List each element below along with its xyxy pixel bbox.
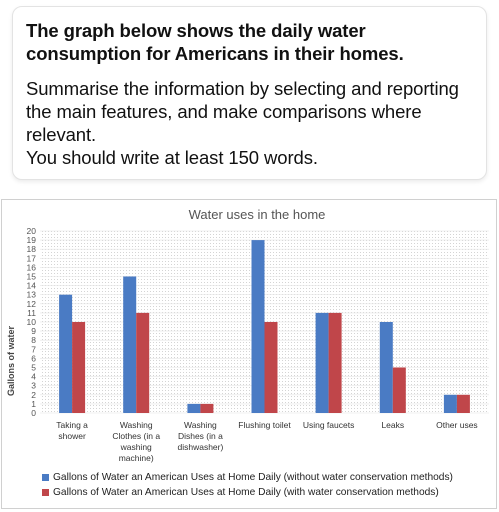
y-axis-label: Gallons of water	[6, 325, 16, 396]
bar-series-1	[59, 294, 73, 413]
instruction-line: Summarise the information by selecting a…	[26, 78, 459, 99]
legend-item: Gallons of Water an American Uses at Hom…	[42, 485, 453, 500]
y-tick-label: 0	[31, 408, 36, 418]
y-tick-label: 5	[31, 363, 36, 373]
bar-series-1	[379, 322, 393, 413]
y-tick-label: 13	[27, 290, 37, 300]
bar-series-1	[443, 394, 457, 413]
legend-label: Gallons of Water an American Uses at Hom…	[53, 472, 453, 483]
bar-series-1	[251, 240, 265, 413]
chart-title: Water uses in the home	[189, 207, 326, 222]
y-tick-label: 16	[27, 262, 37, 272]
task-title: The graph below shows the daily water co…	[26, 20, 404, 64]
instruction-line: relevant.	[26, 124, 97, 145]
legend-swatch-blue	[42, 474, 49, 481]
instruction-line: the main features, and make comparisons …	[26, 101, 422, 122]
chart-container: Water uses in the home Gallons of water …	[1, 199, 497, 509]
x-tick-label: Flushing toilet	[238, 420, 291, 430]
bar-series-1	[315, 312, 329, 413]
x-tick-label: dishwasher)	[177, 442, 223, 452]
legend-label: Gallons of Water an American Uses at Hom…	[53, 487, 439, 498]
y-tick-label: 19	[27, 235, 37, 245]
x-tick-label: shower	[58, 431, 86, 441]
x-tick-label: Clothes (in a	[112, 431, 160, 441]
bar-series-2	[200, 403, 214, 413]
chart-legend: Gallons of Water an American Uses at Hom…	[42, 470, 453, 500]
y-tick-label: 9	[31, 326, 36, 336]
bar-series-2	[264, 322, 278, 413]
x-tick-label: Taking a	[56, 420, 88, 430]
x-tick-label: machine)	[119, 453, 154, 463]
x-tick-label: washing	[120, 442, 152, 452]
y-tick-label: 10	[27, 317, 37, 327]
y-tick-label: 15	[27, 272, 37, 282]
y-tick-label: 12	[27, 299, 37, 309]
task-instructions: Summarise the information by selecting a…	[26, 77, 474, 169]
bar-series-2	[392, 367, 406, 413]
legend-item: Gallons of Water an American Uses at Hom…	[42, 470, 453, 485]
y-tick-label: 1	[31, 399, 36, 409]
bar-series-1	[187, 403, 201, 413]
y-tick-label: 2	[31, 390, 36, 400]
x-tick-label: Using faucets	[303, 420, 355, 430]
y-tick-label: 7	[31, 344, 36, 354]
x-tick-label: Leaks	[381, 420, 404, 430]
x-tick-label: Washing	[184, 420, 217, 430]
x-tick-label: Dishes (in a	[178, 431, 223, 441]
bar-chart: Water uses in the home Gallons of water …	[6, 207, 489, 463]
y-tick-label: 17	[27, 253, 37, 263]
bar-series-2	[456, 394, 470, 413]
y-tick-label: 20	[27, 226, 37, 236]
bar-series-1	[123, 276, 137, 413]
bar-series-2	[136, 312, 150, 413]
y-tick-label: 3	[31, 381, 36, 391]
legend-swatch-red	[42, 489, 49, 496]
x-tick-label: Washing	[120, 420, 153, 430]
y-tick-label: 4	[31, 372, 36, 382]
y-tick-label: 6	[31, 353, 36, 363]
y-tick-label: 18	[27, 244, 37, 254]
bar-series-2	[328, 312, 342, 413]
bar-series-2	[72, 322, 86, 413]
x-tick-label: Other uses	[436, 420, 478, 430]
y-tick-label: 8	[31, 335, 36, 345]
y-tick-label: 11	[27, 308, 36, 318]
instruction-line: You should write at least 150 words.	[26, 147, 318, 168]
task-prompt-card: The graph below shows the daily water co…	[12, 6, 487, 180]
y-tick-label: 14	[27, 281, 37, 291]
